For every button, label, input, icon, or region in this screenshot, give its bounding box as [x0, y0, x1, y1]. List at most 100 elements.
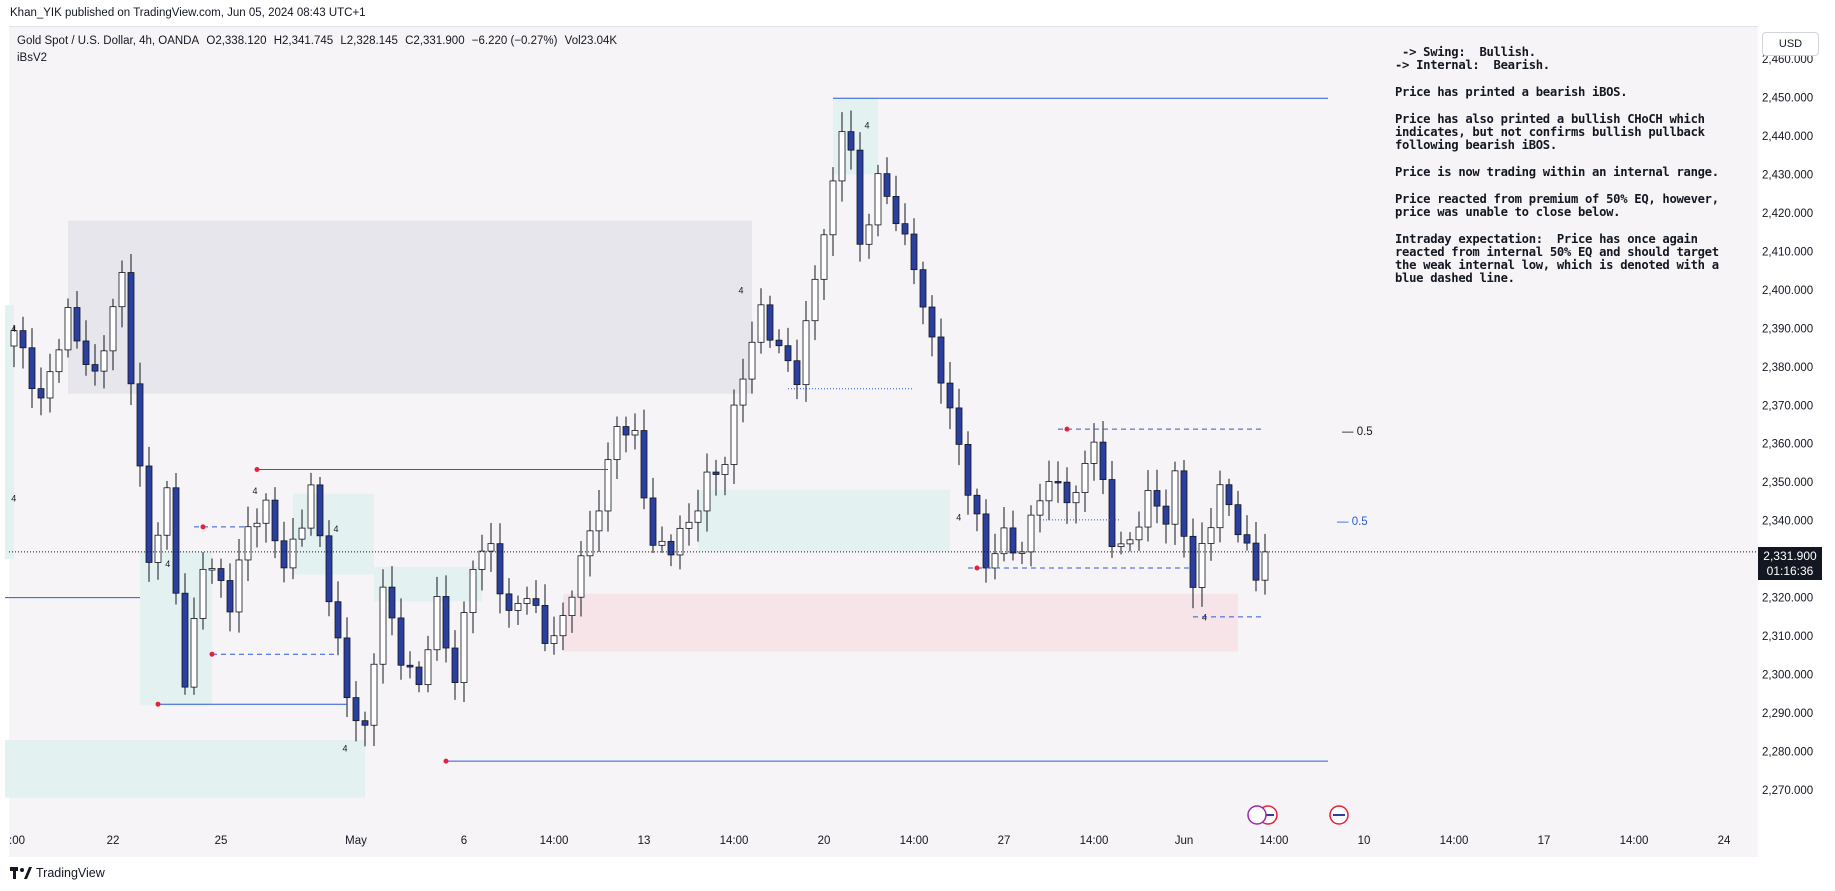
- y-tick-label: 2,390.000: [1762, 323, 1813, 335]
- note-5: Intraday expectation: Price has once aga…: [1395, 232, 1726, 285]
- x-tick-label: 17: [1538, 835, 1551, 847]
- bull-candle: [703, 471, 711, 512]
- currency-button[interactable]: USD: [1762, 32, 1819, 56]
- bull-candle: [1072, 492, 1080, 504]
- publisher-bar: Khan_YIK published on TradingView.com, J…: [10, 7, 366, 19]
- bear-candle: [271, 499, 279, 542]
- x-tick-label: 14:00: [720, 835, 749, 847]
- swing-count-label: 4: [956, 513, 961, 523]
- bear-candle: [145, 465, 153, 563]
- legend-close: C2,331.900: [405, 35, 465, 47]
- bull-candle: [730, 404, 738, 465]
- bear-candle: [892, 195, 900, 225]
- bull-candle: [586, 530, 594, 557]
- bull-candle: [235, 559, 243, 613]
- bear-candle: [496, 543, 504, 595]
- y-tick-label: 2,420.000: [1762, 208, 1813, 220]
- swing-point: [200, 524, 206, 530]
- bear-candle: [343, 637, 351, 699]
- bear-candle: [316, 484, 324, 537]
- x-tick-label: 14:00: [1260, 835, 1289, 847]
- bear-candle: [1153, 490, 1161, 507]
- bear-candle: [406, 664, 414, 668]
- demand-zone-7: [5, 305, 14, 560]
- y-tick-label: 2,290.000: [1762, 708, 1813, 720]
- bull-candle: [595, 510, 603, 532]
- swing-count-label: 4: [334, 524, 339, 534]
- bear-candle: [964, 444, 972, 496]
- bull-candle: [577, 555, 585, 598]
- x-tick-label: 14:00: [1440, 835, 1469, 847]
- bull-candle: [433, 596, 441, 651]
- bull-candle: [199, 568, 207, 619]
- footer-brand-label: TradingView: [36, 866, 105, 880]
- bull-candle: [379, 586, 387, 665]
- bull-candle: [829, 180, 837, 236]
- legend-change: −6.220 (−0.27%): [471, 35, 558, 47]
- bull-candle: [1045, 481, 1053, 502]
- bull-candle: [424, 649, 432, 686]
- footer-brand[interactable]: TradingView: [10, 866, 105, 880]
- note-swing: -> Swing: Bullish.: [1395, 45, 1536, 59]
- bear-candle: [955, 407, 963, 445]
- swing-point: [974, 565, 980, 571]
- bear-candle: [901, 223, 909, 235]
- bear-candle: [1063, 481, 1071, 504]
- bear-candle: [37, 388, 45, 399]
- x-tick-label: 14:00: [1620, 835, 1649, 847]
- bull-candle: [1135, 526, 1143, 541]
- bear-candle: [1180, 470, 1188, 537]
- lightning-event-icon: [1247, 805, 1267, 825]
- bar-countdown: 01:16:36: [1766, 564, 1814, 578]
- bear-candle: [172, 487, 180, 594]
- last-price-tag: 2,331.900 01:16:36: [1758, 547, 1822, 580]
- y-tick-label: 2,320.000: [1762, 593, 1813, 605]
- bull-candle: [991, 553, 999, 569]
- chart-frame[interactable]: [9, 26, 1758, 857]
- bear-candle: [640, 430, 648, 499]
- bull-candle: [109, 306, 117, 352]
- bull-candle: [694, 510, 702, 523]
- bull-candle: [64, 307, 72, 351]
- bull-candle: [721, 464, 729, 475]
- bull-candle: [478, 550, 486, 570]
- tradingview-logo-icon: [10, 867, 32, 879]
- bear-candle: [352, 697, 360, 722]
- bear-candle: [1252, 542, 1260, 581]
- bull-candle: [208, 568, 216, 571]
- bull-candle: [1000, 527, 1008, 555]
- note-3: Price is now trading within an internal …: [1395, 165, 1719, 179]
- bull-candle: [118, 272, 126, 308]
- y-tick-label: 2,370.000: [1762, 400, 1813, 412]
- y-tick-label: 2,400.000: [1762, 285, 1813, 297]
- bear-candle: [82, 340, 90, 365]
- y-tick-label: 2,360.000: [1762, 439, 1813, 451]
- bear-candle: [397, 617, 405, 666]
- bull-candle: [370, 663, 378, 726]
- swing-count-label: 4: [343, 744, 348, 754]
- bull-candle: [1018, 551, 1026, 554]
- bear-candle: [73, 307, 81, 342]
- bear-candle: [649, 497, 657, 546]
- bear-candle: [325, 535, 333, 603]
- bull-candle: [523, 598, 531, 604]
- bull-candle: [10, 330, 18, 347]
- y-tick-label: 2,300.000: [1762, 670, 1813, 682]
- supply-zone: [68, 220, 752, 394]
- legend-open: O2,338.120: [206, 35, 267, 47]
- bear-candle: [919, 269, 927, 308]
- bull-candle: [1198, 543, 1206, 588]
- indicator-label[interactable]: iBsV2: [17, 52, 48, 64]
- bear-candle: [1108, 479, 1116, 547]
- bull-candle: [298, 527, 306, 540]
- legend-symbol: Gold Spot / U.S. Dollar, 4h, OANDA: [17, 35, 200, 47]
- swing-point: [443, 758, 449, 764]
- bear-candle: [541, 605, 549, 644]
- swing-count-label: 4: [11, 493, 16, 503]
- demand-zone-1: [5, 739, 365, 798]
- bull-candle: [1090, 441, 1098, 464]
- y-tick-label: 2,340.000: [1762, 516, 1813, 528]
- bear-candle: [361, 720, 369, 726]
- bear-candle: [388, 586, 396, 619]
